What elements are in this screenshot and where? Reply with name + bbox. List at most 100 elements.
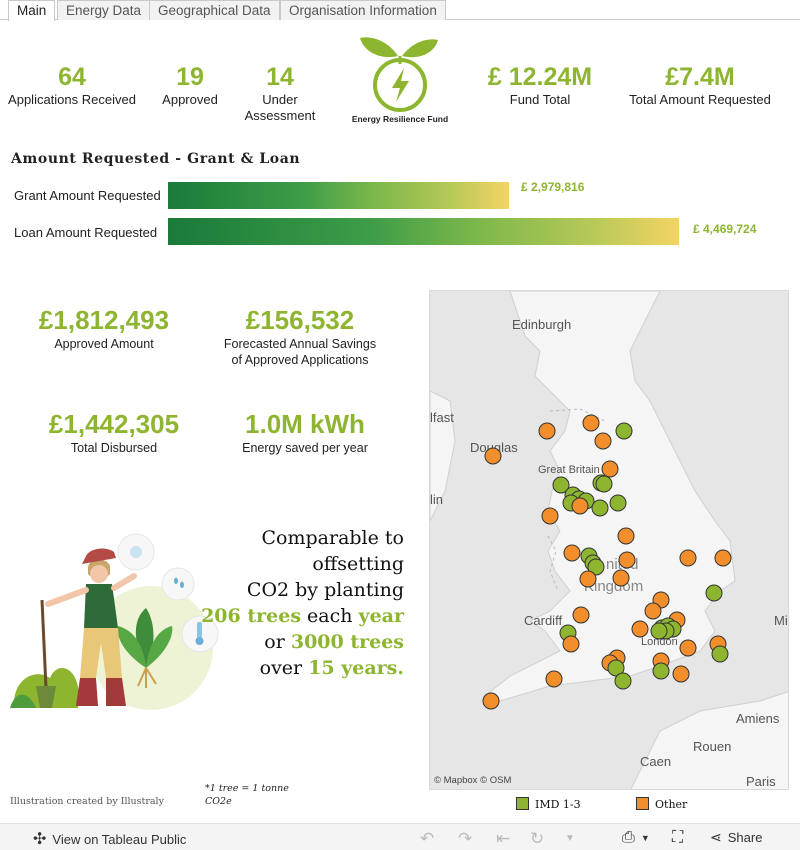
legend-imd[interactable]: IMD 1-3	[516, 797, 581, 811]
map-label-kingdom: Kingdom	[584, 578, 643, 595]
map-point-other[interactable]	[538, 422, 556, 440]
map-point-other[interactable]	[679, 549, 697, 567]
france-land	[630, 691, 788, 789]
map-point-imd[interactable]	[650, 622, 668, 640]
gardener-icon	[10, 533, 219, 710]
map-point-other[interactable]	[617, 527, 635, 545]
fullscreen-icon[interactable]: ⛶	[672, 829, 684, 846]
comparison-years: 15 years.	[308, 657, 404, 679]
legend-imd-swatch	[516, 797, 529, 810]
legend-other-swatch	[636, 797, 649, 810]
comparison-line3: 206 trees each year	[180, 603, 404, 629]
map-point-other[interactable]	[482, 692, 500, 710]
kpi-under-assessment-label-line2: Assessment	[244, 108, 316, 123]
comparison-each: each	[301, 605, 359, 627]
kpi-under-assessment-label-line1: Under	[262, 92, 298, 107]
co2-comparison-text: Comparable to offsetting CO2 by planting…	[180, 525, 404, 681]
footnote-line2: CO2e	[205, 796, 232, 807]
tab-energy-data[interactable]: Energy Data	[57, 0, 151, 20]
map-point-other[interactable]	[631, 620, 649, 638]
revert-icon[interactable]: ⇤	[496, 829, 511, 848]
disbursed-label: Total Disbursed	[70, 441, 158, 455]
metric-disbursed: £1,442,305 Total Disbursed	[24, 408, 204, 456]
map-point-other[interactable]	[679, 639, 697, 657]
map-point-other[interactable]	[562, 635, 580, 653]
redo-icon[interactable]: ↷	[458, 829, 473, 848]
map-point-other[interactable]	[541, 507, 559, 525]
logo-text: Energy Resilience Fund	[351, 114, 449, 124]
grant-amount-value: £ 2,979,816	[521, 180, 585, 194]
tab-main[interactable]: Main	[8, 0, 56, 21]
map-point-other[interactable]	[594, 432, 612, 450]
kpi-applications: 64 Applications Received	[6, 62, 138, 108]
map-point-imd[interactable]	[552, 476, 570, 494]
kpi-under-assessment-value: 14	[266, 63, 294, 91]
map-label-rouen: Rouen	[693, 739, 731, 754]
loan-amount-value: £ 4,469,724	[693, 222, 757, 236]
trees-total: 3000 trees	[290, 631, 404, 653]
kpi-total-requested-value: £7.4M	[665, 63, 735, 91]
map-label-edinburgh: Edinburgh	[512, 317, 571, 332]
map-attribution[interactable]: © Mapbox © OSM	[434, 775, 512, 786]
loan-amount-bar[interactable]	[168, 218, 679, 245]
map-point-other[interactable]	[644, 602, 662, 620]
map-canvas[interactable]: Edinburgh lfast Douglas lin Great Britai…	[430, 291, 789, 790]
map-point-imd[interactable]	[587, 558, 605, 576]
kpi-applications-value: 64	[58, 63, 86, 91]
tableau-logo-icon: ✣	[33, 831, 47, 848]
refresh-dropdown-icon[interactable]: ▼	[565, 833, 575, 844]
map-label-cardiff: Cardiff	[524, 613, 562, 628]
map-point-other[interactable]	[572, 606, 590, 624]
tree-footnote: *1 tree = 1 tonne CO2e	[205, 782, 315, 808]
uk-map[interactable]: Edinburgh lfast Douglas lin Great Britai…	[429, 290, 789, 790]
map-point-imd[interactable]	[607, 659, 625, 677]
loan-bar-label: Loan Amount Requested	[14, 225, 158, 240]
map-point-other[interactable]	[601, 460, 619, 478]
kpi-approved-label: Approved	[162, 92, 218, 107]
legend-other[interactable]: Other	[636, 797, 687, 811]
map-label-mi: Mi	[774, 613, 788, 628]
approved-amount-value: £1,812,493	[38, 305, 170, 335]
map-point-other[interactable]	[545, 670, 563, 688]
map-point-imd[interactable]	[615, 422, 633, 440]
kpi-under-assessment: 14 Under Assessment	[240, 62, 320, 124]
kpi-total-requested-label: Total Amount Requested	[629, 92, 771, 107]
tab-geographical-data[interactable]: Geographical Data	[149, 0, 280, 20]
map-point-imd[interactable]	[614, 672, 632, 690]
download-icon[interactable]: ⎙ ▼	[622, 829, 650, 846]
map-point-imd[interactable]	[595, 475, 613, 493]
map-label-dublin: lin	[430, 492, 443, 507]
metric-energy: 1.0M kWh Energy saved per year	[215, 408, 395, 456]
energy-label: Energy saved per year	[242, 441, 368, 455]
undo-icon[interactable]: ↶	[420, 829, 435, 848]
tableau-toolbar: ✣ View on Tableau Public ↶ ↷ ⇤ ↻ ▼ ⎙ ▼ ⛶…	[0, 823, 800, 850]
tab-organisation-information[interactable]: Organisation Information	[280, 0, 446, 20]
kpi-fund-total-label: Fund Total	[509, 92, 571, 107]
map-point-other[interactable]	[612, 569, 630, 587]
map-point-other[interactable]	[714, 549, 732, 567]
map-label-amiens: Amiens	[736, 711, 780, 726]
map-point-imd[interactable]	[705, 584, 723, 602]
comparison-year: year	[358, 605, 404, 627]
kpi-approved: 19 Approved	[155, 62, 225, 108]
approved-amount-label: Approved Amount	[54, 337, 154, 351]
map-point-imd[interactable]	[711, 645, 729, 663]
map-point-imd[interactable]	[609, 494, 627, 512]
grant-amount-bar[interactable]	[168, 182, 509, 209]
map-point-other[interactable]	[484, 447, 502, 465]
map-point-other[interactable]	[571, 497, 589, 515]
refresh-icon[interactable]: ↻	[530, 829, 545, 848]
comparison-over: over	[259, 657, 309, 679]
map-point-imd[interactable]	[591, 499, 609, 517]
view-on-tableau-button[interactable]: ✣ View on Tableau Public	[33, 829, 186, 849]
map-point-other[interactable]	[582, 414, 600, 432]
map-point-other[interactable]	[672, 665, 690, 683]
map-point-other[interactable]	[618, 551, 636, 569]
illustration-credit: Illustration created by Illustraly	[10, 796, 164, 807]
share-button[interactable]: ⋖ Share	[710, 829, 762, 846]
comparison-line4: or 3000 trees	[180, 629, 404, 655]
metric-approved-amount: £1,812,493 Approved Amount	[14, 304, 194, 352]
map-point-imd[interactable]	[652, 662, 670, 680]
map-point-other[interactable]	[579, 570, 597, 588]
map-point-other[interactable]	[563, 544, 581, 562]
